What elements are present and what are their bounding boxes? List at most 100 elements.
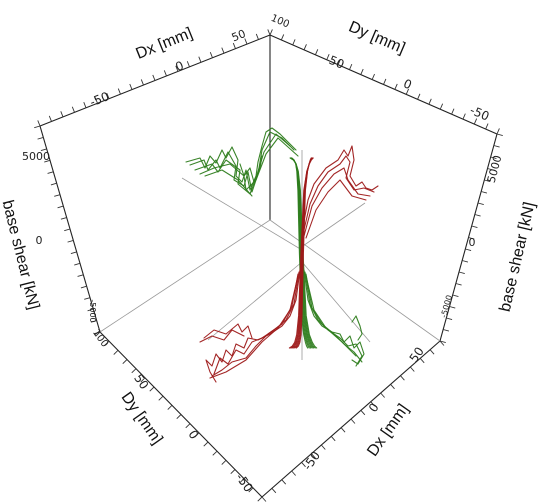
shear-right-tick-13 xyxy=(455,283,462,286)
dx-top-tick-11 xyxy=(163,70,167,77)
green-lower-plane-trace-3 xyxy=(351,315,363,341)
dx-bottom-tick-16 xyxy=(281,479,287,485)
shear-right-tick-6 xyxy=(477,202,484,205)
tick-label-dx-top-neg50: -50 xyxy=(88,89,111,109)
zero-line-upper-left xyxy=(181,177,303,251)
shear-left-tick-16 xyxy=(87,308,94,312)
tick-label-dx-bottom-neg50: -50 xyxy=(300,449,323,473)
dx-bottom-tick-1 xyxy=(429,349,435,355)
dx-bottom-tick-0 xyxy=(439,340,445,346)
red-lower-plane-trace-0 xyxy=(205,269,301,383)
dx-top-tick-9 xyxy=(140,79,144,86)
green-upper-plane-trace-0 xyxy=(185,127,297,191)
tick-label-shear-left-neg5000: -5000 xyxy=(88,299,97,322)
dx-top-tick-0 xyxy=(37,120,41,127)
dx-top-tick-15 xyxy=(209,52,213,58)
dy-bottom-tick-4 xyxy=(131,368,137,374)
tick-label-dy-bottom-0: 0 xyxy=(185,428,201,442)
shear-right-tick-5 xyxy=(481,191,488,194)
dy-bottom-tick-14 xyxy=(221,460,227,465)
shear-left-tick-4 xyxy=(47,171,54,174)
dy-bottom-tick-1 xyxy=(104,340,110,346)
shear-right-tick-3 xyxy=(487,168,494,171)
dy-top-tick-1 xyxy=(280,34,285,41)
dy-top-tick-7 xyxy=(349,63,353,70)
tick-label-dy-bottom-50: 50 xyxy=(131,371,151,392)
red-lower-plane-trace-3 xyxy=(209,275,299,379)
axis-ticks xyxy=(34,29,503,502)
dx-bottom-tick-5 xyxy=(390,384,395,390)
shear-left-tick-6 xyxy=(54,194,61,197)
tick-label-shear-right-neg5000: -5000 xyxy=(439,294,454,319)
dx-top-tick-12 xyxy=(175,65,179,72)
green-upper-plane-trace-4 xyxy=(239,155,263,183)
dx-top-tick-10 xyxy=(152,74,156,81)
hysteresis-traces xyxy=(185,127,379,383)
green-upper-plane-trace-1 xyxy=(189,131,295,193)
tick-label-dy-top-neg50: -50 xyxy=(468,103,492,124)
dx-top-tick-17 xyxy=(232,42,236,49)
dy-top-tick-5 xyxy=(326,54,330,60)
dy-top-tick-15 xyxy=(439,103,444,110)
axis-title-dx-top: Dx [mm] xyxy=(134,25,196,63)
dx-bottom-tick-13 xyxy=(311,453,316,459)
shear-left-tick-13 xyxy=(77,274,84,277)
dx-top-tick-3 xyxy=(71,106,75,113)
red-lower-plane-trace-5 xyxy=(199,329,245,343)
shear-left-tick-15 xyxy=(84,297,91,300)
dx-top-tick-16 xyxy=(221,47,225,54)
dx-top-tick-1 xyxy=(48,115,52,122)
dy-top-tick-14 xyxy=(428,98,432,105)
dy-top-tick-3 xyxy=(303,44,307,51)
shear-left-tick-14 xyxy=(80,285,87,289)
shear-right-tick-11 xyxy=(462,260,469,263)
dy-top-tick-0 xyxy=(269,29,273,36)
red-lower-plane-trace-1 xyxy=(213,271,300,375)
shear-left-tick-18 xyxy=(94,331,101,335)
dy-bottom-tick-9 xyxy=(176,414,182,420)
shear-right-tick-7 xyxy=(474,214,481,217)
dy-bottom-tick-8 xyxy=(167,405,173,410)
dx-bottom-tick-3 xyxy=(409,366,415,372)
shear-left-tick-12 xyxy=(74,262,81,266)
shear-right-tick-2 xyxy=(490,156,497,159)
dx-top-tick-20 xyxy=(267,29,271,36)
dy-top-tick-6 xyxy=(337,59,341,65)
dx-bottom-tick-2 xyxy=(419,358,425,364)
shear-left-tick-7 xyxy=(57,205,64,209)
dy-top-tick-10 xyxy=(383,78,387,85)
dy-bottom-tick-15 xyxy=(230,469,236,475)
tick-label-shear-right-0: 0 xyxy=(469,236,476,249)
dx-bottom-tick-8 xyxy=(360,410,366,416)
shear-right-tick-16 xyxy=(446,317,453,320)
shear-left-tick-2 xyxy=(40,148,47,152)
green-upper-plane-trace-5 xyxy=(204,169,253,197)
dy-top-tick-12 xyxy=(405,88,410,95)
dy-bottom-tick-17 xyxy=(248,487,254,493)
dx-bottom-tick-18 xyxy=(261,496,267,502)
tick-label-dy-top-100: 100 xyxy=(269,13,291,31)
dy-bottom-tick-10 xyxy=(185,423,191,429)
tick-label-dy-top-0: 0 xyxy=(401,76,414,92)
dy-top-tick-2 xyxy=(292,39,296,46)
shear-right-tick-18 xyxy=(439,340,446,343)
dx-bottom-tick-10 xyxy=(340,427,346,433)
dx-bottom-tick-7 xyxy=(370,401,376,407)
dy-bottom-tick-0 xyxy=(95,331,101,337)
shear-left-tick-8 xyxy=(60,217,67,220)
tick-label-dx-top-0: 0 xyxy=(173,58,185,74)
shear-right-tick-15 xyxy=(449,306,456,309)
dy-bottom-tick-7 xyxy=(158,395,164,401)
axis-title-dy-top: Dy [mm] xyxy=(346,18,407,57)
tick-label-dy-bottom-neg50: -50 xyxy=(233,471,256,495)
tick-labels: -50 0 50 100 50 0 -50 5000 0 -5000 5000 … xyxy=(22,13,505,495)
shear-left-tick-11 xyxy=(70,251,77,255)
dx-bottom-tick-12 xyxy=(320,444,326,450)
green-lower-plane-trace-2 xyxy=(305,273,363,363)
dy-top-tick-18 xyxy=(473,118,478,125)
tick-label-dy-top-50: 50 xyxy=(327,53,347,72)
dy-bottom-tick-3 xyxy=(122,359,128,365)
shear-right-tick-0 xyxy=(496,133,503,136)
tick-label-dy-bottom-100: 100 xyxy=(90,328,110,350)
